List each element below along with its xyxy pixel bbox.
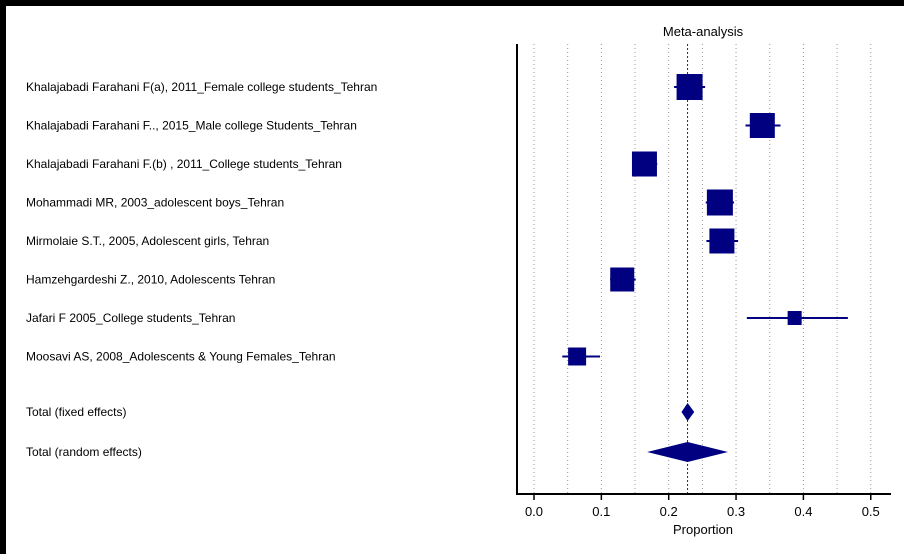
study-marker bbox=[706, 189, 733, 216]
study-marker bbox=[568, 347, 587, 366]
study-marker bbox=[631, 151, 657, 177]
study-marker bbox=[610, 267, 635, 292]
study-label: Jafari F 2005_College students_Tehran bbox=[26, 311, 235, 325]
x-axis-title: Proportion bbox=[673, 522, 733, 537]
axis-layer: 0.0 0.1 0.2 0.3 0.4 0.5 bbox=[516, 44, 891, 519]
chart-title: Meta-analysis bbox=[663, 24, 744, 39]
total-diamond bbox=[681, 403, 695, 421]
study-label: Mohammadi MR, 2003_adolescent boys_Tehra… bbox=[26, 196, 284, 210]
total-label: Total (fixed effects) bbox=[26, 405, 127, 419]
total-layer bbox=[647, 403, 728, 462]
x-tick-label: 0.5 bbox=[862, 504, 880, 519]
x-tick-label: 0.2 bbox=[660, 504, 678, 519]
grid-layer bbox=[533, 44, 872, 494]
total-label: Total (random effects) bbox=[26, 445, 142, 459]
x-tick-label: 0.0 bbox=[525, 504, 543, 519]
study-label: Moosavi AS, 2008_Adolescents & Young Fem… bbox=[26, 350, 336, 364]
study-layer bbox=[562, 74, 848, 366]
study-label: Hamzehgardeshi Z., 2010, Adolescents Teh… bbox=[26, 273, 275, 287]
study-label: Khalajabadi Farahani F.., 2015_Male coll… bbox=[26, 119, 357, 133]
study-marker bbox=[709, 228, 735, 254]
total-diamond bbox=[647, 442, 728, 462]
x-tick-label: 0.4 bbox=[794, 504, 812, 519]
study-marker bbox=[787, 311, 802, 325]
x-tick-label: 0.3 bbox=[727, 504, 745, 519]
chart-frame: Meta-analysis 0.0 0.1 0.2 0.3 0.4 0.5 Khalaja… bbox=[6, 6, 904, 554]
label-layer: Khalajabadi Farahani F(a), 2011_Female c… bbox=[26, 80, 377, 459]
study-marker bbox=[749, 113, 775, 138]
x-tick-label: 0.1 bbox=[592, 504, 610, 519]
study-marker bbox=[676, 74, 703, 100]
study-label: Khalajabadi Farahani F(a), 2011_Female c… bbox=[26, 80, 377, 94]
study-label: Khalajabadi Farahani F.(b) , 2011_Colleg… bbox=[26, 157, 342, 171]
forest-plot: Meta-analysis 0.0 0.1 0.2 0.3 0.4 0.5 Khalaja… bbox=[26, 24, 891, 537]
study-label: Mirmolaie S.T., 2005, Adolescent girls, … bbox=[26, 234, 269, 248]
